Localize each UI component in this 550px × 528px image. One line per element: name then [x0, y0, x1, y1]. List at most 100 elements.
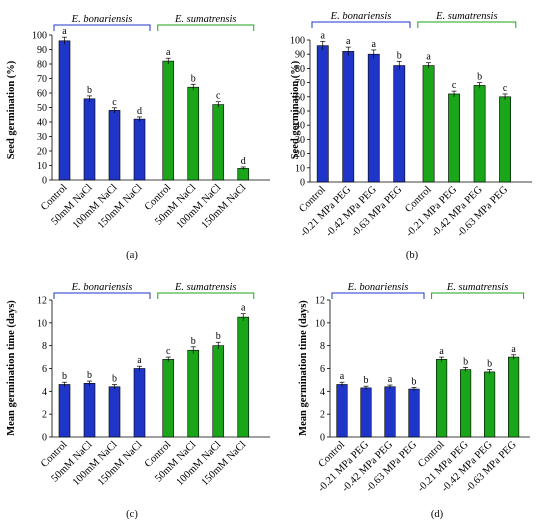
- bar: [316, 45, 329, 183]
- y-tick-label: 6: [42, 364, 47, 375]
- significance-letter: b: [397, 50, 402, 61]
- y-tick-label: 4: [42, 387, 47, 398]
- y-tick-label: 10: [37, 161, 47, 172]
- y-tick-label: 10: [295, 163, 305, 174]
- y-tick-label: 20: [37, 147, 47, 158]
- bar: [408, 388, 420, 438]
- significance-letter: b: [216, 331, 221, 342]
- y-tick-label: 60: [295, 92, 305, 103]
- bar: [484, 371, 496, 438]
- y-tick-label: 0: [42, 176, 47, 187]
- bar: [187, 349, 200, 438]
- chart-panel-a: 0 10 20 30 40 50 60 70 80 90 100 Seed germination (…: [6, 14, 270, 261]
- y-tick-label: 70: [37, 74, 47, 85]
- panel-label: (d): [431, 509, 444, 520]
- bar: [133, 118, 146, 181]
- significance-letter: a: [372, 39, 377, 50]
- significance-letter: b: [477, 72, 482, 83]
- significance-letter: a: [137, 355, 142, 366]
- bar: [212, 104, 225, 181]
- bar: [237, 168, 250, 181]
- significance-letter: a: [340, 371, 345, 382]
- y-tick-label: 100: [290, 36, 305, 47]
- significance-letter: d: [241, 156, 246, 167]
- significance-letter: a: [166, 47, 171, 58]
- y-tick-label: 30: [37, 132, 47, 143]
- significance-letter: b: [87, 85, 92, 96]
- group-bracket: [157, 292, 255, 299]
- significance-letter: b: [487, 359, 492, 370]
- significance-letter: a: [241, 303, 246, 314]
- y-tick-label: 6: [320, 364, 325, 375]
- group-label: E. bonariensis: [330, 11, 392, 22]
- y-tick-label: 2: [42, 410, 47, 421]
- y-tick-label: 40: [295, 121, 305, 132]
- significance-letter: c: [216, 91, 221, 102]
- significance-letter: b: [463, 356, 468, 367]
- y-axis-title: Seed germination (%): [6, 60, 17, 159]
- y-tick-label: 10: [37, 318, 47, 329]
- y-tick-label: 8: [320, 341, 325, 352]
- bar: [162, 359, 175, 438]
- bar: [336, 384, 348, 438]
- y-axis-title: Mean germination time (days): [6, 300, 17, 436]
- significance-letter: b: [62, 371, 67, 382]
- y-tick-label: 70: [295, 78, 305, 89]
- significance-letter: b: [112, 373, 117, 384]
- y-tick-label: 80: [295, 64, 305, 75]
- y-axis-title: Seed germination (%): [290, 60, 301, 159]
- group-bracket: [431, 292, 525, 299]
- bar: [473, 85, 486, 183]
- y-tick-label: 12: [37, 296, 47, 307]
- group-label: E. sumatrensis: [435, 11, 497, 22]
- group-bracket: [53, 292, 151, 299]
- group-bracket: [53, 24, 151, 31]
- bar: [384, 386, 396, 438]
- significance-letter: a: [346, 36, 351, 47]
- significance-letter: c: [112, 97, 117, 108]
- y-tick-label: 90: [295, 50, 305, 61]
- bar: [187, 86, 200, 181]
- y-tick-label: 0: [42, 433, 47, 444]
- bar: [448, 93, 460, 183]
- bar: [162, 60, 175, 181]
- significance-letter: c: [166, 346, 171, 357]
- y-tick-label: 12: [315, 296, 325, 307]
- bar: [460, 369, 472, 438]
- significance-letter: a: [388, 374, 393, 385]
- y-tick-label: 30: [295, 135, 305, 146]
- category-label: 150mM NaCl: [200, 439, 249, 488]
- y-axis-title: Mean germination time (days): [298, 300, 309, 436]
- y-tick-label: 40: [37, 118, 47, 129]
- bar: [342, 51, 355, 183]
- bar: [83, 383, 96, 438]
- panel-label: (c): [126, 509, 138, 520]
- bar: [58, 40, 71, 181]
- bar: [83, 98, 96, 181]
- y-tick-label: 0: [320, 433, 325, 444]
- significance-letter: d: [137, 106, 142, 117]
- bar: [237, 316, 250, 438]
- group-label: E. bonariensis: [347, 282, 409, 293]
- bar: [393, 65, 406, 183]
- group-label: E. sumatrensis: [174, 14, 236, 25]
- category-label: 150mM NaCl: [200, 182, 249, 231]
- significance-letter: c: [503, 83, 508, 94]
- bar: [508, 356, 520, 438]
- significance-letter: a: [62, 26, 67, 37]
- group-bracket: [157, 24, 255, 31]
- significance-letter: a: [439, 346, 444, 357]
- category-label: 150mM NaCl: [96, 439, 145, 488]
- significance-letter: b: [191, 336, 196, 347]
- bar: [133, 368, 146, 438]
- y-tick-label: 8: [42, 341, 47, 352]
- y-tick-label: 20: [295, 149, 305, 160]
- y-tick-label: 90: [37, 45, 47, 56]
- y-tick-label: 80: [37, 60, 47, 71]
- bar: [58, 384, 71, 438]
- group-label: E. bonariensis: [71, 14, 133, 25]
- group-bracket: [311, 21, 411, 28]
